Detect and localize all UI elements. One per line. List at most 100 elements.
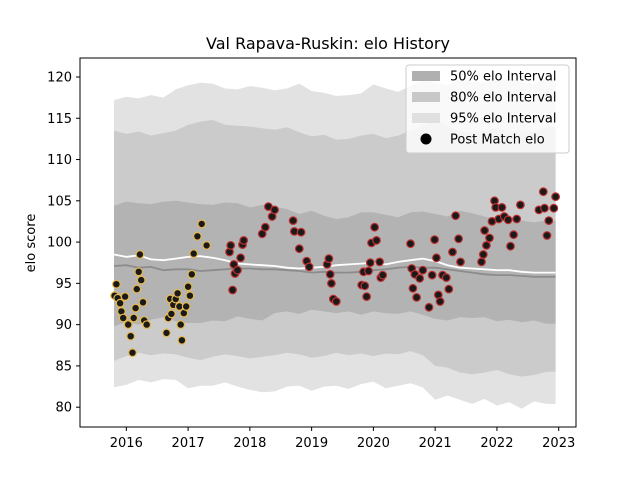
x-tick-label: 2021 bbox=[419, 436, 452, 451]
post-match-point bbox=[375, 257, 385, 267]
post-match-point bbox=[324, 254, 334, 264]
post-match-point bbox=[294, 244, 304, 254]
post-match-point bbox=[176, 320, 186, 330]
y-tick-label: 90 bbox=[55, 318, 72, 333]
post-match-point bbox=[477, 257, 486, 267]
post-match-point bbox=[540, 203, 549, 213]
post-match-point bbox=[228, 285, 238, 295]
post-match-point bbox=[497, 202, 507, 212]
post-match-point bbox=[444, 284, 454, 294]
post-match-point bbox=[512, 214, 522, 224]
x-tick-label: 2022 bbox=[480, 436, 513, 451]
interval-bands bbox=[114, 77, 556, 409]
legend-label: 95% elo Interval bbox=[450, 112, 557, 127]
post-match-point bbox=[134, 267, 144, 277]
y-tick-label: 85 bbox=[55, 359, 72, 374]
post-match-point bbox=[173, 288, 183, 298]
legend-swatch bbox=[412, 113, 440, 123]
post-match-point bbox=[365, 258, 375, 268]
post-match-point bbox=[115, 298, 125, 308]
post-match-point bbox=[189, 249, 199, 259]
legend-swatch bbox=[412, 71, 440, 81]
post-match-point bbox=[296, 227, 306, 237]
post-match-point bbox=[430, 235, 440, 245]
post-match-point bbox=[304, 262, 314, 272]
post-match-point bbox=[435, 297, 445, 306]
post-match-point bbox=[378, 270, 388, 280]
post-match-point bbox=[181, 302, 191, 311]
legend-marker bbox=[420, 133, 432, 145]
post-match-point bbox=[538, 187, 548, 197]
y-tick-label: 100 bbox=[47, 236, 72, 251]
post-match-point bbox=[111, 279, 121, 289]
post-match-point bbox=[177, 335, 187, 345]
post-match-point bbox=[132, 284, 142, 294]
post-match-point bbox=[239, 235, 249, 245]
post-match-point bbox=[432, 253, 441, 263]
plot-area bbox=[110, 77, 560, 409]
post-match-point bbox=[364, 266, 373, 276]
post-match-point bbox=[325, 269, 335, 279]
post-match-point bbox=[516, 200, 525, 210]
x-tick-label: 2018 bbox=[233, 436, 266, 451]
post-match-point bbox=[128, 348, 137, 358]
post-match-point bbox=[372, 235, 381, 245]
post-match-point bbox=[136, 275, 146, 285]
post-match-point bbox=[482, 240, 491, 250]
post-match-point bbox=[118, 313, 128, 323]
post-match-point bbox=[448, 247, 457, 257]
y-axis-label: elo score bbox=[24, 214, 39, 273]
post-match-point bbox=[131, 303, 141, 313]
legend-box bbox=[405, 64, 570, 154]
post-match-point bbox=[551, 192, 560, 202]
post-match-point bbox=[427, 270, 437, 280]
chart-title: Val Rapava-Ruskin: elo History bbox=[206, 34, 450, 53]
median-elo-line bbox=[113, 264, 556, 278]
post-match-point bbox=[544, 216, 554, 226]
x-axis-ticks: 2016 2017 2018 2019 2020 2021 2022 2023 bbox=[110, 427, 575, 451]
y-tick-label: 120 bbox=[47, 70, 72, 85]
post-match-point bbox=[236, 253, 246, 263]
legend-label: 80% elo Interval bbox=[450, 91, 557, 106]
y-tick-label: 80 bbox=[55, 401, 72, 416]
x-tick-label: 2017 bbox=[172, 436, 205, 451]
post-match-point bbox=[260, 222, 270, 232]
post-match-point bbox=[192, 231, 202, 241]
x-tick-label: 2016 bbox=[110, 436, 143, 451]
post-match-point bbox=[138, 297, 148, 307]
post-match-point bbox=[162, 328, 171, 338]
x-tick-label: 2019 bbox=[295, 436, 328, 451]
post-match-point bbox=[406, 239, 415, 249]
legend-swatch bbox=[412, 92, 440, 102]
post-match-point bbox=[360, 281, 370, 291]
post-match-point bbox=[454, 234, 464, 244]
post-match-point bbox=[270, 205, 280, 215]
y-tick-label: 115 bbox=[47, 112, 72, 127]
post-match-point bbox=[412, 293, 422, 302]
post-match-point bbox=[129, 313, 139, 323]
legend-label: Post Match elo bbox=[450, 133, 545, 148]
post-match-point bbox=[362, 292, 372, 302]
y-axis-ticks: 80 85 90 95 100 105 110 115 120 bbox=[47, 70, 80, 416]
legend-label: 50% elo Interval bbox=[450, 70, 557, 85]
post-match-point bbox=[451, 211, 461, 221]
post-match-point bbox=[135, 250, 145, 259]
post-match-point bbox=[549, 203, 559, 213]
band-50-interval bbox=[114, 200, 556, 327]
post-match-point bbox=[424, 302, 434, 312]
post-match-point bbox=[233, 265, 242, 275]
x-tick-label: 2020 bbox=[357, 436, 390, 451]
post-match-point bbox=[480, 226, 490, 235]
post-match-point bbox=[478, 250, 488, 259]
post-match-point bbox=[142, 320, 152, 330]
post-match-point bbox=[120, 292, 130, 302]
post-match-point bbox=[506, 241, 515, 251]
post-match-point bbox=[126, 331, 136, 341]
post-match-point bbox=[197, 219, 207, 229]
post-match-points bbox=[110, 187, 560, 358]
post-match-point bbox=[226, 240, 236, 250]
post-match-point bbox=[485, 233, 494, 243]
post-match-point bbox=[408, 283, 418, 293]
x-tick-label: 2023 bbox=[542, 436, 575, 451]
